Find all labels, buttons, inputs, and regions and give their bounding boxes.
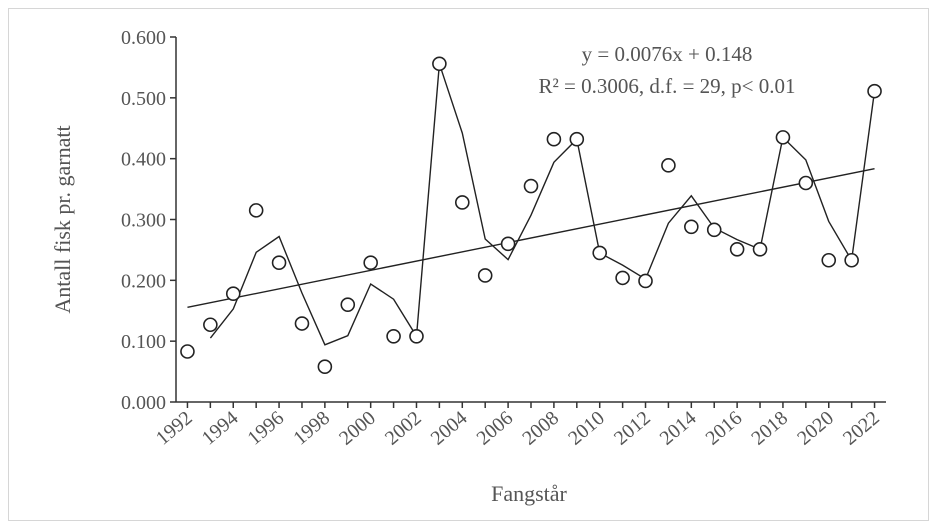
x-tick-label: 2018 bbox=[747, 407, 792, 450]
data-point bbox=[546, 131, 562, 147]
x-tick-label: 2006 bbox=[473, 407, 518, 450]
data-point bbox=[684, 219, 699, 235]
x-tick-label: 2020 bbox=[793, 407, 838, 450]
data-point bbox=[752, 242, 768, 257]
x-tick-label: 1998 bbox=[289, 407, 334, 450]
data-point bbox=[317, 359, 333, 375]
data-point bbox=[592, 245, 608, 261]
data-point bbox=[454, 195, 470, 210]
x-tick-label: 2016 bbox=[702, 407, 747, 450]
data-point bbox=[821, 252, 837, 268]
data-point bbox=[569, 131, 585, 147]
x-tick-label: 2010 bbox=[564, 407, 609, 450]
data-point bbox=[203, 317, 218, 333]
data-point bbox=[363, 255, 378, 270]
data-point bbox=[248, 203, 264, 218]
data-point bbox=[340, 297, 356, 312]
data-point bbox=[844, 252, 859, 268]
data-point bbox=[477, 268, 493, 283]
data-point bbox=[706, 222, 722, 238]
regression-stats: R² = 0.3006, d.f. = 29, p< 0.01 bbox=[538, 74, 795, 98]
data-point bbox=[180, 344, 195, 359]
data-point bbox=[867, 83, 882, 99]
data-point bbox=[409, 328, 424, 344]
data-point bbox=[225, 286, 241, 302]
data-point bbox=[500, 236, 516, 252]
data-point bbox=[729, 242, 745, 257]
x-tick-label: 2000 bbox=[335, 407, 380, 450]
data-point bbox=[523, 178, 539, 194]
chart-frame bbox=[8, 8, 929, 521]
x-axis-title: Fangstår bbox=[491, 481, 567, 506]
x-tick-label: 2014 bbox=[656, 407, 701, 450]
moving-average-line bbox=[209, 63, 876, 346]
data-point bbox=[294, 316, 310, 331]
y-axis-title: Antall fisk pr. garnatt bbox=[50, 125, 75, 313]
data-point bbox=[271, 255, 287, 270]
x-tick-label: 2012 bbox=[610, 407, 655, 450]
y-tick-label: 0.000 bbox=[121, 392, 166, 414]
y-tick-label: 0.200 bbox=[121, 270, 166, 292]
trendline bbox=[187, 167, 875, 309]
y-tick-label: 0.100 bbox=[121, 331, 166, 353]
y-tick-label: 0.500 bbox=[121, 88, 166, 110]
data-point bbox=[775, 130, 791, 145]
data-point bbox=[798, 175, 814, 191]
y-tick-label: 0.600 bbox=[121, 27, 166, 49]
y-tick-label: 0.300 bbox=[121, 210, 166, 232]
x-tick-label: 1996 bbox=[243, 407, 288, 450]
x-tick-label: 2004 bbox=[427, 407, 472, 450]
x-tick-label: 2008 bbox=[518, 407, 563, 450]
y-tick-label: 0.400 bbox=[121, 149, 166, 171]
regression-equation: y = 0.0076x + 0.148 bbox=[582, 42, 753, 66]
data-point bbox=[615, 270, 630, 286]
data-point bbox=[432, 56, 447, 72]
x-tick-label: 2022 bbox=[839, 407, 884, 450]
data-point bbox=[386, 328, 401, 344]
data-point bbox=[638, 273, 653, 289]
x-tick-label: 2002 bbox=[381, 407, 426, 450]
x-tick-label: 1994 bbox=[198, 407, 243, 450]
data-point bbox=[661, 158, 676, 173]
